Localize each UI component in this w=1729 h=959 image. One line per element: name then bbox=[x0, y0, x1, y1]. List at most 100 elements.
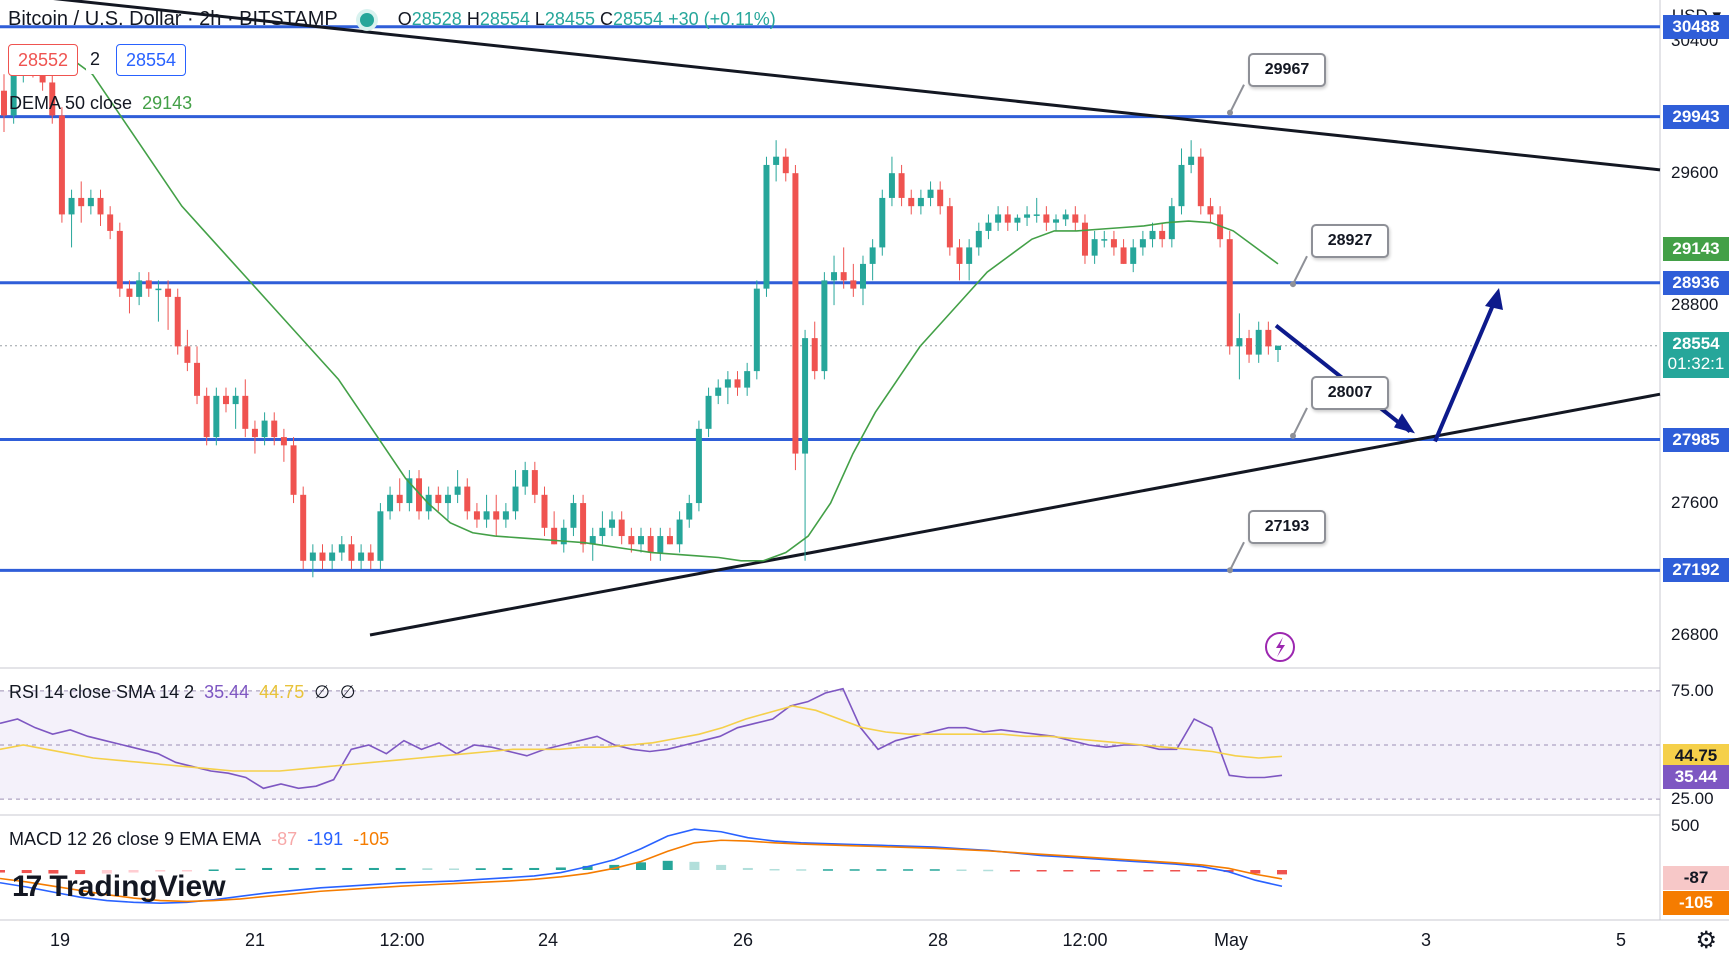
bar-countdown: 01:32:1 bbox=[1667, 353, 1725, 373]
macd-histogram-bar bbox=[75, 870, 86, 875]
price-callout[interactable]: 28927 bbox=[1311, 224, 1389, 259]
candle-body bbox=[831, 272, 838, 281]
candle-body bbox=[705, 395, 712, 429]
candle-body bbox=[869, 247, 876, 264]
candle-body bbox=[531, 470, 538, 495]
candle bbox=[165, 280, 172, 330]
price-callout[interactable]: 28007 bbox=[1311, 375, 1389, 410]
candle bbox=[811, 321, 818, 380]
candle bbox=[1053, 214, 1060, 231]
rsi-value: 35.44 bbox=[204, 682, 250, 702]
low-value: 28455 bbox=[544, 9, 595, 29]
rsi-legend[interactable]: RSI 14 close SMA 14 2 35.44 44.75 ∅ ∅ bbox=[9, 682, 356, 702]
time-axis-tick: 26 bbox=[732, 930, 754, 950]
price-callout[interactable]: 29967 bbox=[1248, 52, 1326, 87]
macd-histogram-bar bbox=[689, 861, 700, 870]
macd-histogram-bar bbox=[1196, 870, 1207, 872]
macd-histogram-bar bbox=[983, 869, 994, 872]
macd-histogram-bar bbox=[582, 865, 593, 870]
candle-body bbox=[174, 296, 181, 347]
time-axis-tick: May bbox=[1213, 930, 1249, 950]
macd-histogram-bar bbox=[0, 870, 5, 873]
candle-body bbox=[879, 197, 886, 248]
candle-body bbox=[58, 115, 65, 215]
trendline-upper bbox=[53, 0, 1661, 172]
candle bbox=[763, 156, 770, 297]
candle-body bbox=[666, 536, 673, 545]
candle-body bbox=[184, 346, 191, 363]
macd-histogram-bar bbox=[662, 860, 673, 870]
candle-body bbox=[338, 544, 345, 553]
macd-histogram-bar bbox=[1250, 870, 1261, 874]
candle-body bbox=[1139, 239, 1146, 248]
candle bbox=[869, 239, 876, 281]
candle-body bbox=[676, 519, 683, 545]
ohlc-readout: O28528 H28554 L28455 C28554 +30 (+0.11%) bbox=[397, 9, 776, 29]
logo-text: TradingView bbox=[49, 870, 226, 903]
candle-body bbox=[1120, 247, 1127, 264]
macd-histogram-bar bbox=[742, 867, 753, 870]
candle-body bbox=[1072, 214, 1079, 223]
price-tag: 29943 bbox=[1663, 104, 1729, 129]
candle bbox=[570, 494, 577, 537]
candle bbox=[1255, 321, 1262, 363]
candle-body bbox=[280, 437, 287, 446]
high-value: 28554 bbox=[479, 9, 530, 29]
candle-body bbox=[309, 552, 316, 561]
buy-price-button[interactable]: 28554 bbox=[116, 44, 187, 76]
candle bbox=[821, 272, 828, 380]
macd-tag: -87 bbox=[1663, 866, 1729, 890]
candle bbox=[859, 255, 866, 306]
candle-body bbox=[203, 395, 210, 438]
rsi-tag: 35.44 bbox=[1663, 764, 1729, 789]
candle bbox=[338, 536, 345, 561]
candle-body bbox=[396, 494, 403, 504]
close-value: 28554 bbox=[612, 9, 664, 29]
macd-histogram-bar bbox=[502, 867, 513, 870]
candle bbox=[107, 206, 114, 240]
candle bbox=[599, 511, 606, 545]
candle-body bbox=[763, 164, 770, 289]
candle bbox=[155, 280, 162, 322]
callout-anchor bbox=[1227, 109, 1233, 116]
candle bbox=[917, 189, 924, 215]
macd-histogram-bar bbox=[609, 864, 620, 870]
price-callout[interactable]: 27193 bbox=[1248, 510, 1326, 545]
chart-header: Bitcoin / U.S. Dollar · 2h · BITSTAMP O2… bbox=[8, 8, 776, 31]
candle-body bbox=[454, 486, 461, 495]
candle-body bbox=[792, 173, 799, 454]
tradingview-logo: 17 TradingView bbox=[12, 870, 226, 904]
candle bbox=[261, 412, 268, 446]
candle bbox=[396, 478, 403, 512]
macd-value: -191 bbox=[307, 829, 344, 849]
candle-body bbox=[1081, 222, 1088, 256]
candle bbox=[1130, 239, 1137, 273]
candle bbox=[464, 478, 471, 520]
macd-histogram-bar bbox=[1143, 870, 1154, 872]
candle bbox=[551, 511, 558, 545]
candle bbox=[290, 437, 297, 504]
candle-body bbox=[580, 503, 587, 545]
candle bbox=[879, 189, 886, 256]
candle-body bbox=[1130, 247, 1137, 264]
candle-body bbox=[251, 428, 258, 438]
macd-histogram-bar bbox=[1090, 870, 1101, 872]
dema-legend[interactable]: DEMA 50 close 29143 bbox=[9, 93, 192, 114]
candle bbox=[1110, 230, 1117, 256]
sell-price-button[interactable]: 28552 bbox=[8, 44, 79, 76]
projection-arrowhead-down bbox=[1394, 413, 1415, 434]
candle-body bbox=[1255, 329, 1262, 355]
macd-histogram-bar bbox=[1277, 870, 1287, 875]
candle-body bbox=[493, 511, 500, 520]
macd-legend[interactable]: MACD 12 26 close 9 EMA EMA -87 -191 -105 bbox=[9, 829, 389, 850]
candle-body bbox=[1246, 338, 1253, 355]
candle bbox=[734, 371, 741, 396]
settings-gear-icon[interactable]: ⚙ bbox=[1695, 927, 1717, 954]
macd-histogram-bar bbox=[288, 867, 299, 870]
candle-body bbox=[1053, 219, 1060, 223]
projection-arrow-up bbox=[1433, 297, 1498, 443]
symbol-title[interactable]: Bitcoin / U.S. Dollar · 2h · BITSTAMP bbox=[8, 8, 338, 30]
candle-body bbox=[522, 470, 529, 487]
macd-histogram-bar bbox=[555, 867, 566, 870]
